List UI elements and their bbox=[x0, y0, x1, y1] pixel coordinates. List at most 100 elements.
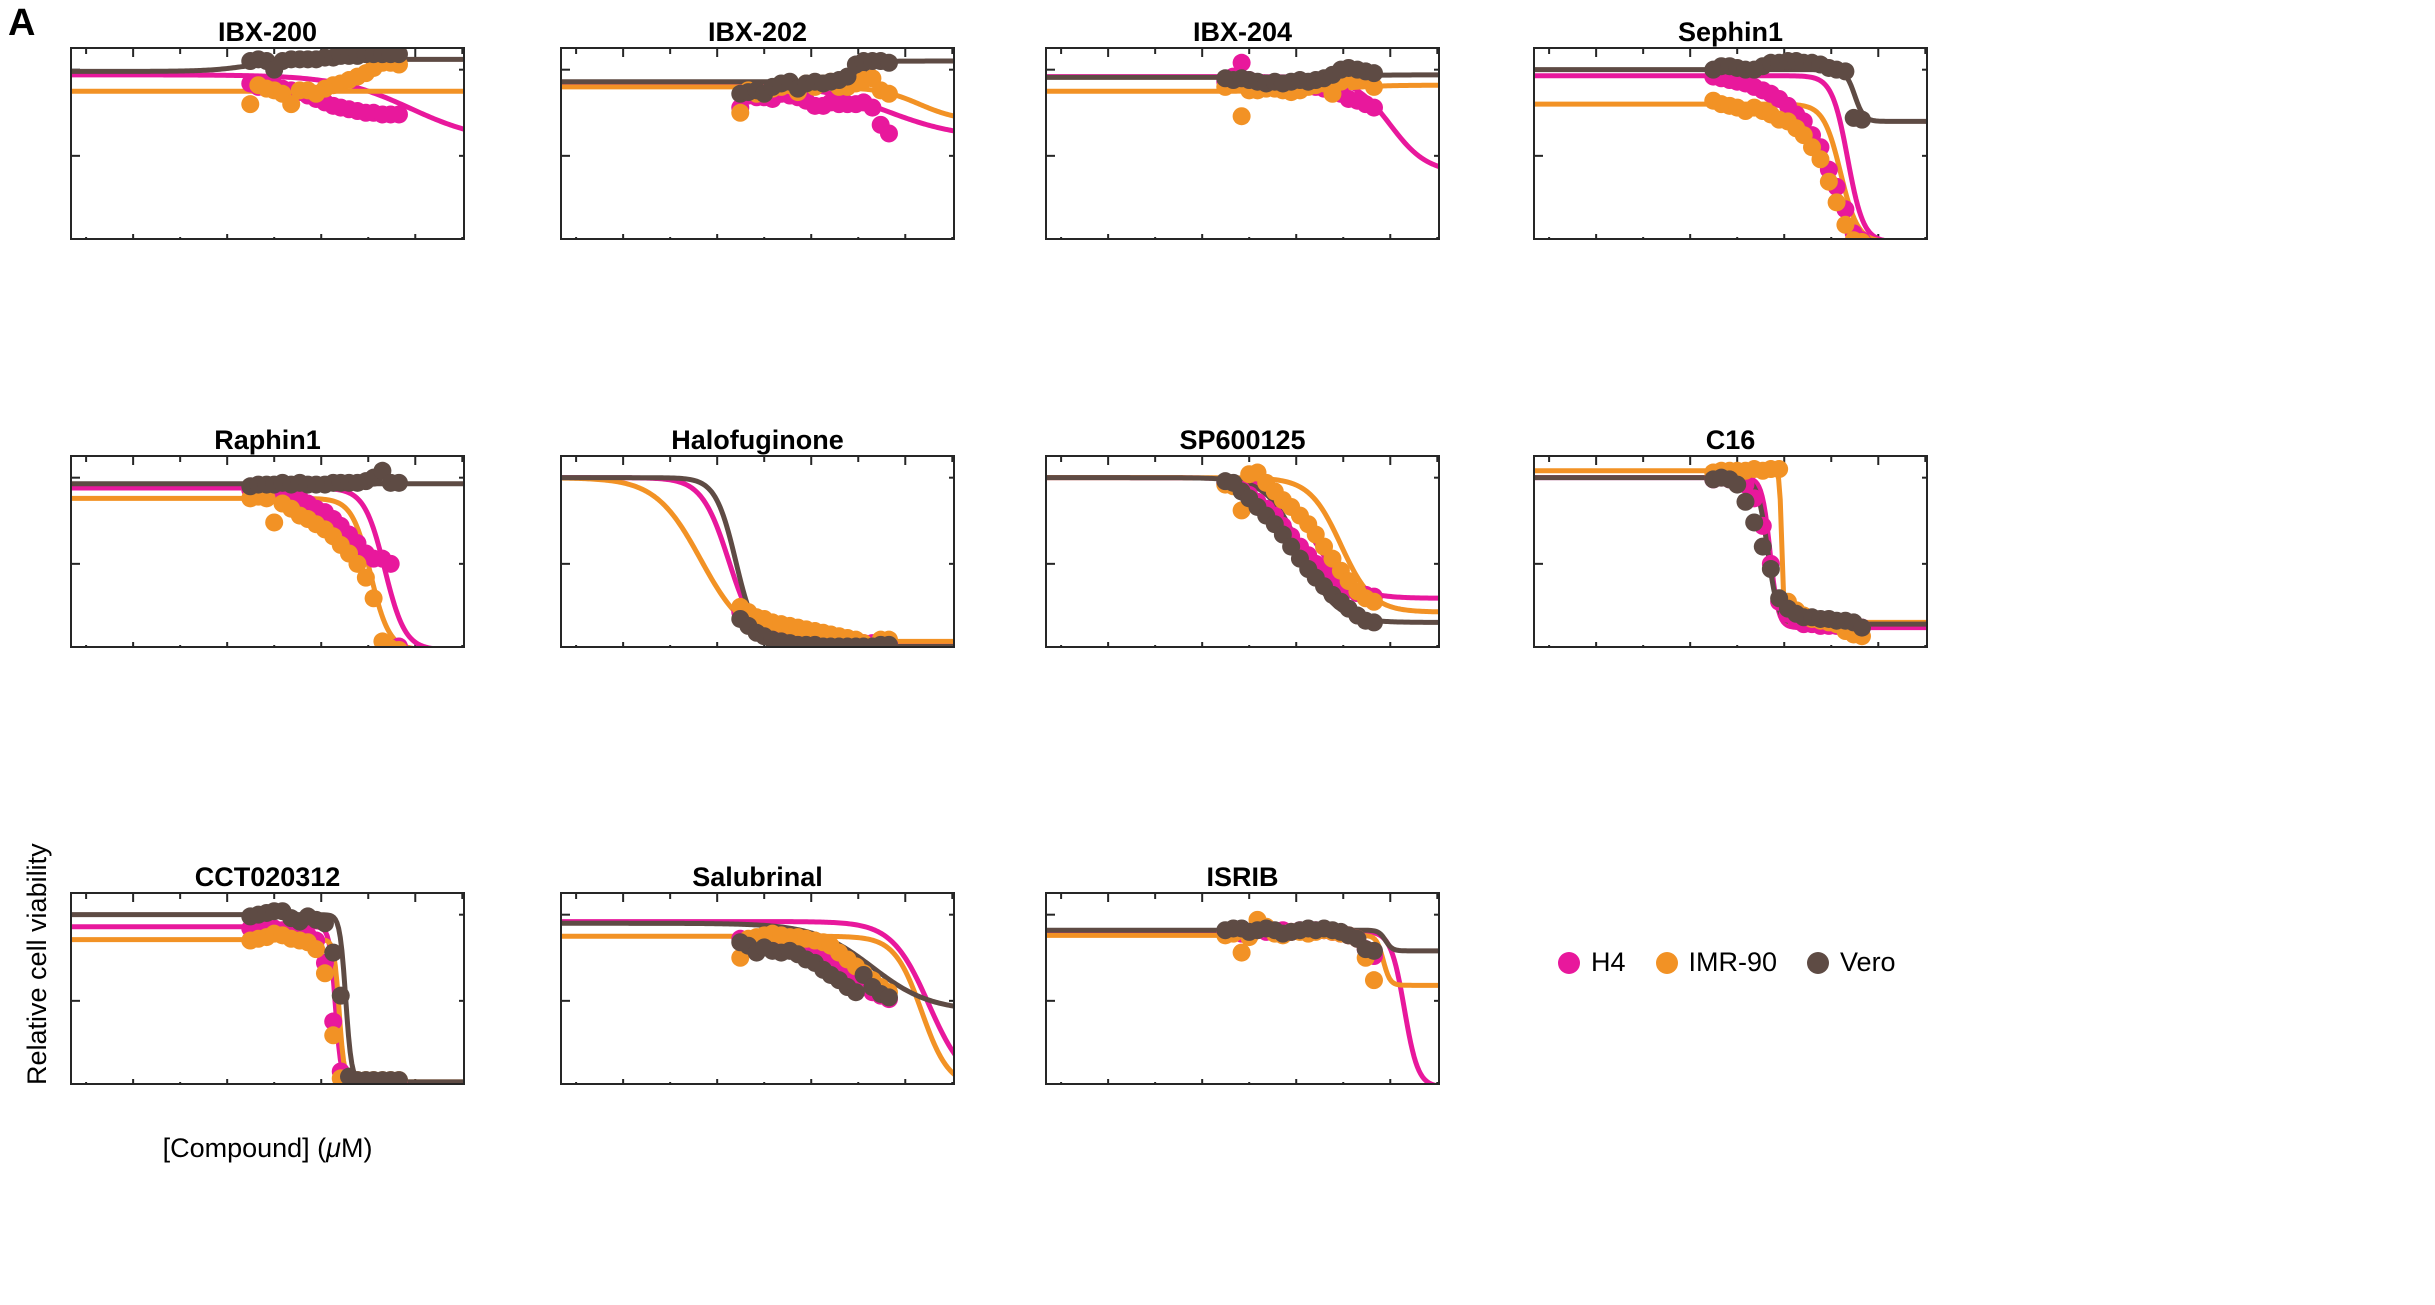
data-points-vero bbox=[241, 461, 408, 496]
data-point bbox=[324, 1012, 343, 1031]
plot-area: 10.5010-410-2100102 bbox=[70, 455, 465, 648]
plot-svg bbox=[1047, 49, 1438, 238]
legend-marker-icon bbox=[1807, 951, 1830, 974]
plot-svg bbox=[1535, 457, 1926, 646]
data-point bbox=[348, 554, 367, 573]
data-points-vero bbox=[1704, 52, 1871, 129]
data-point bbox=[1364, 592, 1383, 611]
legend-label: H4 bbox=[1591, 947, 1626, 977]
y-axis-label: Relative cell viability bbox=[22, 843, 52, 1085]
axis-ticks bbox=[1047, 49, 1438, 238]
data-point bbox=[331, 986, 350, 1005]
data-points-vero bbox=[731, 933, 898, 1007]
axis-ticks bbox=[1535, 457, 1926, 646]
data-point bbox=[1761, 560, 1780, 579]
data-points-vero bbox=[1216, 919, 1383, 960]
panel-title: Halofuginone bbox=[671, 425, 844, 455]
panel-title: IBX-204 bbox=[1192, 17, 1293, 47]
legend-label: Vero bbox=[1840, 947, 1896, 977]
axis-ticks bbox=[562, 894, 953, 1083]
plot-area: 10.5010-410-2100102 bbox=[1045, 892, 1440, 1085]
data-point bbox=[389, 473, 408, 492]
legend-marker-icon bbox=[1558, 951, 1580, 974]
plot-area: 10.5010-410-2100102 bbox=[560, 892, 955, 1085]
fit-curve-h4 bbox=[72, 924, 463, 1083]
plot-svg bbox=[1535, 49, 1926, 238]
data-point bbox=[1836, 62, 1855, 81]
data-points-vero bbox=[1216, 58, 1383, 93]
data-point bbox=[1852, 618, 1871, 637]
data-point bbox=[1827, 193, 1846, 212]
plot-svg bbox=[1047, 894, 1438, 1083]
data-point bbox=[1819, 172, 1838, 191]
panel-title: SP600125 bbox=[1179, 425, 1306, 455]
x-axis-label-prefix: [Compound] ( bbox=[162, 1133, 327, 1163]
data-points-vero bbox=[241, 902, 408, 1083]
data-point bbox=[1232, 107, 1251, 126]
axis-ticks bbox=[1047, 894, 1438, 1083]
plot-svg bbox=[1047, 457, 1438, 646]
panel-title: IBX-200 bbox=[217, 17, 318, 47]
data-points-vero bbox=[241, 49, 408, 79]
plot-area: 10.5010-410-2100102 bbox=[70, 892, 465, 1085]
plot-area: 10.5010-410-2100102 bbox=[1045, 455, 1440, 648]
data-points-vero bbox=[1216, 472, 1383, 632]
data-point bbox=[1736, 492, 1755, 511]
data-point bbox=[307, 940, 326, 959]
data-point bbox=[846, 983, 865, 1002]
data-point bbox=[324, 1026, 343, 1045]
fit-curve-imr-90 bbox=[72, 937, 463, 1083]
data-point bbox=[1836, 215, 1855, 234]
data-points-imr-90 bbox=[241, 487, 408, 646]
data-point bbox=[381, 554, 400, 573]
data-point bbox=[1364, 941, 1383, 960]
plot-area: 10.5010-410-2100102 bbox=[560, 47, 955, 240]
fit-curve-h4 bbox=[72, 485, 433, 646]
data-point bbox=[1753, 537, 1772, 556]
data-points-vero bbox=[1704, 468, 1871, 637]
data-point bbox=[1364, 98, 1383, 117]
data-point bbox=[863, 98, 882, 117]
fit-curve-vero bbox=[562, 920, 953, 1009]
plot-area: 10.5010-410-2100102 bbox=[70, 47, 465, 240]
data-points-imr-90 bbox=[1704, 91, 1871, 238]
plot-svg bbox=[562, 894, 953, 1083]
plot-area: 10.5010-410-2100102 bbox=[560, 455, 955, 648]
panel-title: Sephin1 bbox=[1677, 17, 1784, 47]
data-point bbox=[265, 513, 284, 532]
data-point bbox=[389, 1071, 408, 1083]
plot-svg bbox=[72, 457, 463, 646]
plot-area: 10.5010-410-2100102 bbox=[1533, 47, 1928, 240]
plot-area: 10.5010-410-2100102 bbox=[1045, 47, 1440, 240]
legend-item-imr-90: IMR-90 bbox=[1655, 947, 1778, 978]
data-point bbox=[1364, 77, 1383, 96]
data-point bbox=[1232, 943, 1251, 962]
plot-area: 10.5010-410-2100102 bbox=[1533, 455, 1928, 648]
plot-svg bbox=[562, 457, 953, 646]
data-point bbox=[1811, 150, 1830, 169]
legend-label: IMR-90 bbox=[1688, 947, 1778, 977]
data-point bbox=[1232, 53, 1251, 72]
panel-title: Raphin1 bbox=[214, 425, 321, 455]
data-point bbox=[879, 84, 898, 103]
data-point bbox=[241, 95, 260, 114]
data-point bbox=[1770, 460, 1789, 479]
data-point bbox=[389, 105, 408, 124]
panel-title: C16 bbox=[1705, 425, 1756, 455]
x-axis-label-suffix: M) bbox=[340, 1133, 373, 1163]
data-point bbox=[1728, 475, 1747, 494]
data-point bbox=[389, 49, 408, 64]
figure-panel-letter: A bbox=[8, 2, 36, 44]
x-axis-label: [Compound] (μM) bbox=[70, 1133, 465, 1164]
data-points-vero bbox=[731, 52, 898, 103]
x-axis-label-mu: μ bbox=[326, 1133, 341, 1163]
data-point bbox=[1852, 110, 1871, 129]
legend-item-h4: H4 bbox=[1558, 947, 1626, 978]
legend-item-vero: Vero bbox=[1807, 947, 1896, 978]
plot-svg bbox=[72, 894, 463, 1083]
data-point bbox=[315, 964, 334, 983]
data-point bbox=[879, 635, 898, 646]
data-point bbox=[1364, 971, 1383, 990]
data-point bbox=[315, 914, 334, 933]
legend-marker-icon bbox=[1655, 951, 1678, 974]
